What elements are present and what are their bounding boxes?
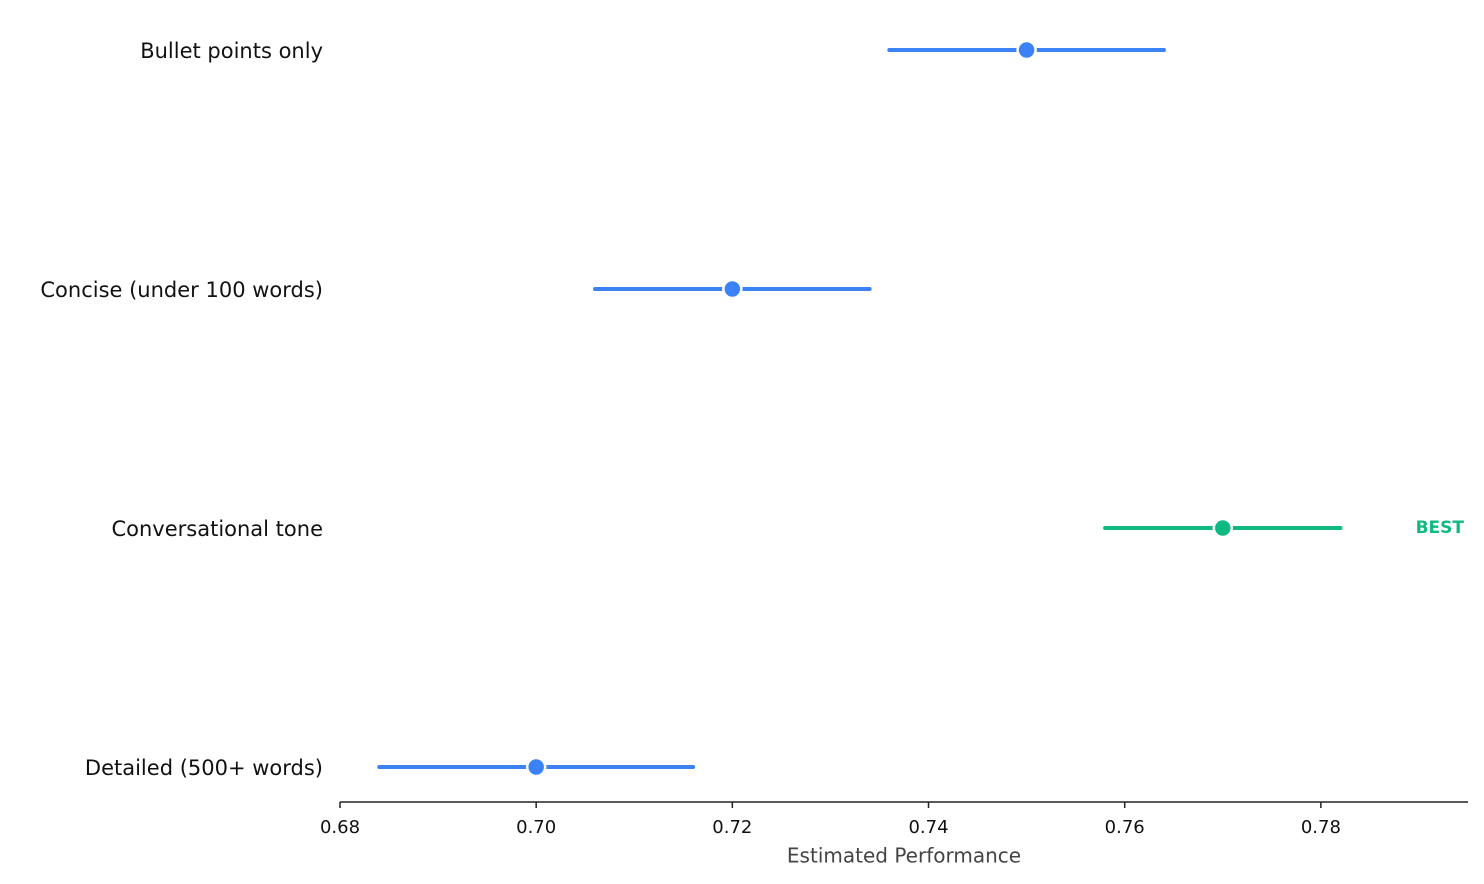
x-tick-label: 0.70 [516,817,556,838]
x-tick-label: 0.74 [908,817,948,838]
x-axis-title: Estimated Performance [787,844,1021,868]
x-tick-label: 0.72 [712,817,752,838]
dot [1212,517,1234,539]
dot [722,278,743,300]
x-tick-label: 0.68 [320,817,360,838]
y-tick-label: Bullet points only [140,39,323,63]
dot [525,756,547,778]
x-tick-label: 0.76 [1105,817,1145,838]
y-tick-label: Detailed (500+ words) [85,756,323,780]
y-tick-label: Conversational tone [111,517,323,541]
x-tick-label: 0.78 [1301,817,1341,838]
y-tick-label: Concise (under 100 words) [40,278,323,302]
annotation: BEST [1416,518,1465,538]
dot [1016,39,1037,61]
